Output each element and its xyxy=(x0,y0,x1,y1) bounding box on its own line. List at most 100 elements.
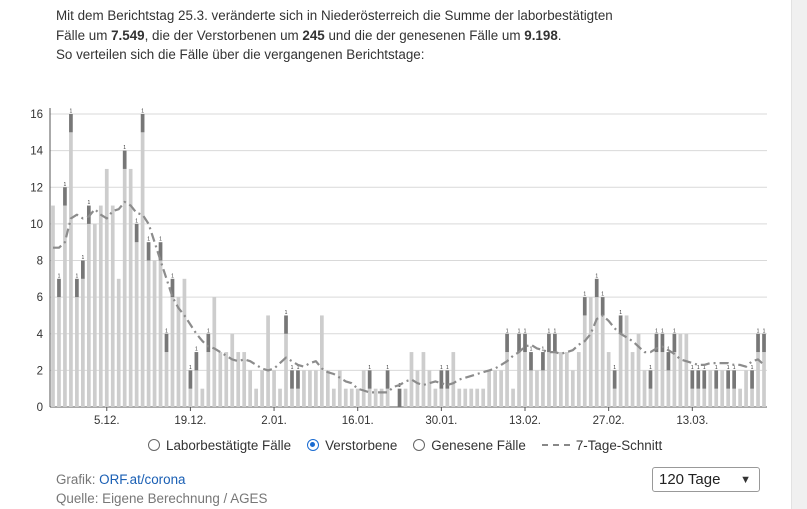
confirmed-bar xyxy=(475,388,480,407)
death-value-label: 1 xyxy=(58,273,61,279)
death-value-label: 1 xyxy=(661,328,664,334)
death-value-label: 1 xyxy=(583,292,586,298)
confirmed-bar xyxy=(164,352,169,407)
death-bar xyxy=(696,370,701,389)
chart-footer: Grafik: ORF.at/corona Quelle: Eigene Ber… xyxy=(56,470,267,508)
confirmed-bar xyxy=(744,370,748,407)
death-bar xyxy=(385,370,390,389)
legend-deaths[interactable]: Verstorbene xyxy=(307,438,397,453)
grafik-credit: Grafik: ORF.at/corona xyxy=(56,470,267,489)
confirmed-bar xyxy=(63,205,67,407)
confirmed-bar xyxy=(158,260,163,407)
confirmed-bar xyxy=(576,352,581,407)
time-range-value: 120 Tage xyxy=(659,471,721,488)
death-value-label: 1 xyxy=(297,365,300,371)
death-bar xyxy=(146,242,151,261)
death-bar xyxy=(194,352,199,371)
confirmed-bar xyxy=(559,352,563,407)
intro-line-3: So verteilen sich die Fälle über die ver… xyxy=(56,47,425,62)
death-bar xyxy=(75,278,79,298)
confirmed-bar xyxy=(564,352,569,407)
confirmed-bar xyxy=(756,352,760,407)
confirmed-bar xyxy=(81,278,85,407)
confirmed-bar xyxy=(493,370,497,407)
confirmed-bar xyxy=(750,388,754,407)
time-range-select[interactable]: 120 Tage ▼ xyxy=(652,467,760,492)
x-tick-label: 27.02. xyxy=(593,415,625,427)
intro-line-2: Fälle um 7.549, die der Verstorbenen um … xyxy=(56,26,676,46)
legend-deaths-label: Verstorbene xyxy=(325,437,398,453)
death-bar xyxy=(660,333,665,353)
confirmed-bar xyxy=(762,352,766,407)
death-bar xyxy=(672,333,677,353)
confirmed-bar xyxy=(529,370,533,407)
confirmed-bar xyxy=(116,278,121,407)
death-value-label: 1 xyxy=(368,365,371,371)
confirmed-bar xyxy=(660,352,665,407)
confirmed-bar xyxy=(110,205,115,407)
legend-recovered[interactable]: Genesene Fälle xyxy=(413,438,526,453)
death-value-label: 1 xyxy=(691,365,694,371)
radio-icon[interactable] xyxy=(413,439,426,451)
confirmed-bar xyxy=(379,388,384,407)
confirmed-bar xyxy=(182,278,187,407)
confirmed-bar xyxy=(672,352,677,407)
confirmed-bar xyxy=(122,168,127,407)
death-bar xyxy=(122,150,127,169)
death-bar xyxy=(517,333,521,353)
confirmed-bar xyxy=(415,370,420,407)
death-bar xyxy=(63,187,67,206)
death-bar xyxy=(290,370,294,389)
y-tick-label: 16 xyxy=(30,109,43,121)
confirmed-bar xyxy=(618,333,623,407)
death-bar xyxy=(690,370,695,389)
confirmed-bar xyxy=(75,297,79,407)
death-value-label: 1 xyxy=(147,237,150,243)
confirmed-bar xyxy=(648,388,653,407)
confirmed-bar xyxy=(541,370,545,407)
y-tick-label: 6 xyxy=(37,292,43,304)
x-tick-label: 13.03. xyxy=(676,415,708,427)
death-value-label: 1 xyxy=(530,347,533,353)
death-value-label: 1 xyxy=(524,328,527,334)
death-value-label: 1 xyxy=(123,145,126,151)
confirmed-bar xyxy=(349,388,354,407)
confirmed-bar xyxy=(463,388,468,407)
death-bar xyxy=(756,333,760,353)
radio-icon[interactable] xyxy=(148,439,160,451)
radio-checked-icon[interactable] xyxy=(307,439,320,451)
death-value-label: 1 xyxy=(70,109,73,115)
intro-text-d: . xyxy=(557,27,562,43)
confirmed-bar xyxy=(98,205,103,407)
confirmed-bar xyxy=(445,388,450,407)
death-bar xyxy=(541,352,545,371)
confirmed-bar xyxy=(325,370,330,407)
intro-text: Mit dem Berichtstag 25.3. veränderte sic… xyxy=(56,6,676,65)
confirmed-bar xyxy=(134,242,139,407)
death-bar xyxy=(134,223,139,243)
confirmed-bar xyxy=(302,370,306,407)
death-bar xyxy=(612,370,617,389)
death-bar xyxy=(714,370,719,389)
confirmed-bar xyxy=(57,297,61,407)
confirmed-bar xyxy=(505,352,509,407)
confirmed-bar xyxy=(403,388,408,407)
confirmed-bar xyxy=(188,388,193,407)
confirmed-bar xyxy=(547,352,551,407)
confirmed-bar xyxy=(588,297,593,407)
x-tick-label: 19.12. xyxy=(174,415,206,427)
death-value-label: 1 xyxy=(398,383,401,389)
death-value-label: 1 xyxy=(75,273,78,279)
death-bar xyxy=(69,114,73,133)
confirmed-bar xyxy=(230,333,235,407)
orf-corona-link[interactable]: ORF.at/corona xyxy=(99,472,186,487)
scrollbar[interactable] xyxy=(791,0,807,509)
confirmed-bar xyxy=(433,388,438,407)
legend-confirmed[interactable]: Laborbestätigte Fälle xyxy=(148,438,291,453)
death-bar xyxy=(618,315,623,334)
confirmed-bar xyxy=(612,388,617,407)
death-value-label: 1 xyxy=(553,328,556,334)
death-bar xyxy=(654,333,659,353)
confirmed-bar xyxy=(385,388,390,407)
confirmed-bar xyxy=(654,352,659,407)
